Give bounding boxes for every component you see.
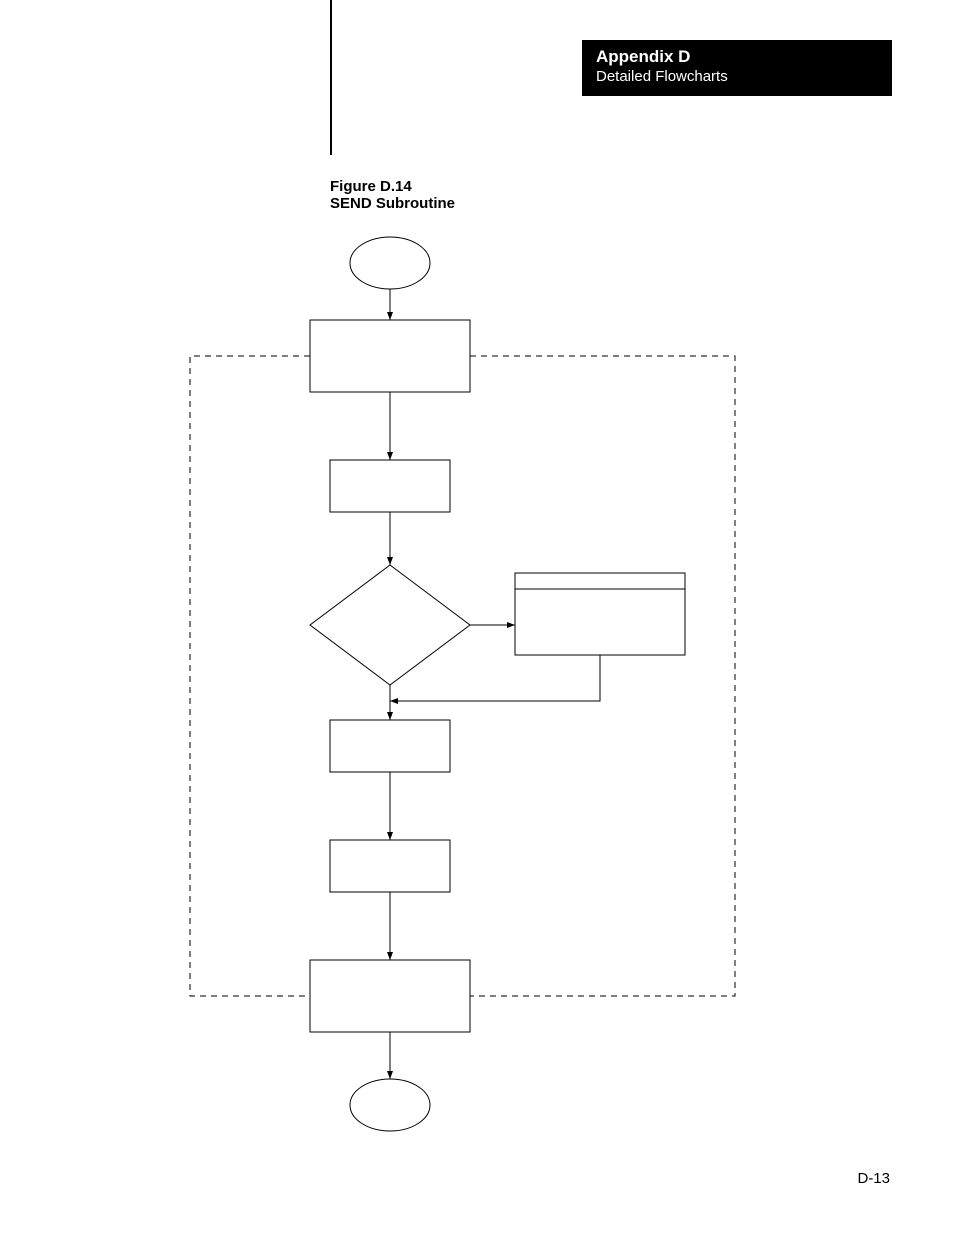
- flow-subroutine: [515, 573, 685, 655]
- figure-caption-line1: Figure D.14: [330, 178, 455, 195]
- header-subtitle: Detailed Flowcharts: [596, 69, 878, 86]
- flow-start: [350, 237, 430, 289]
- page-number: D-13: [857, 1170, 890, 1187]
- page-header: Appendix D Detailed Flowcharts: [582, 40, 892, 96]
- flow-process-2: [330, 460, 450, 512]
- header-title: Appendix D: [596, 48, 878, 67]
- top-margin-rule: [330, 0, 332, 155]
- flow-process-3: [330, 720, 450, 772]
- flow-process-4: [330, 840, 450, 892]
- flow-process-1: [310, 320, 470, 392]
- flow-decision: [310, 565, 470, 685]
- figure-caption-line2: SEND Subroutine: [330, 195, 455, 212]
- flow-end: [350, 1079, 430, 1131]
- flow-process-5: [310, 960, 470, 1032]
- flowchart: [180, 225, 780, 1145]
- figure-caption: Figure D.14 SEND Subroutine: [330, 178, 455, 213]
- page: Appendix D Detailed Flowcharts Figure D.…: [0, 0, 954, 1235]
